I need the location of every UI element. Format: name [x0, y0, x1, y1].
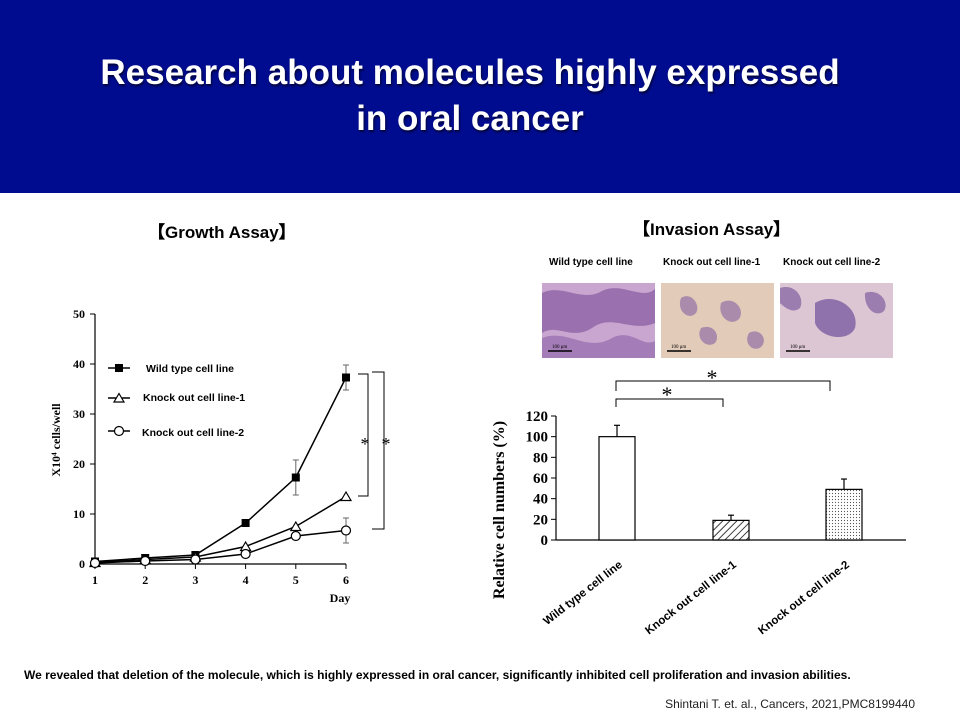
legend-item-knock-out-1: Knock out cell line-1: [108, 392, 245, 404]
photo-label-knock-out-1: Knock out cell line-1: [663, 257, 761, 268]
growth-assay-title: 【Growth Assay】: [148, 223, 296, 242]
growth-legend: Wild type cell line Knock out cell line-…: [108, 363, 245, 439]
growth-point-knock-out-2: [240, 548, 251, 560]
growth-y-tick-label: 40: [73, 357, 85, 371]
growth-x-tick-label: 1: [92, 573, 98, 587]
micrograph-knock-out-2-cells-3: [864, 291, 886, 314]
legend-item-knock-out-2: Knock out cell line-2: [108, 425, 244, 439]
growth-point-knock-out-2: [340, 525, 352, 536]
invasion-significance-star-outer: *: [707, 365, 718, 390]
invasion-bar-knock-out-2: [825, 488, 863, 541]
growth-line-knock-out-2: [94, 529, 347, 564]
growth-line-wild-type: [94, 377, 347, 563]
micrograph-knock-out-2: 100 μm: [780, 283, 893, 358]
growth-x-tick-label: 4: [243, 573, 249, 587]
micrograph-wild-type-cells-2: [542, 335, 655, 358]
invasion-y-tick-label: 0: [541, 533, 549, 549]
slide-title-line-2: in oral cancer: [356, 99, 584, 138]
legend-item-wild-type: Wild type cell line: [108, 363, 234, 375]
growth-x-tick-label: 6: [343, 573, 349, 587]
growth-line-knock-out-1: [94, 495, 347, 564]
growth-point-wild-type: [291, 473, 300, 482]
micrograph-knock-out-2-scale-label: 100 μm: [790, 345, 805, 350]
invasion-significance-brackets: * *: [615, 365, 831, 407]
legend-marker-open-triangle: [112, 392, 126, 403]
growth-y-tick-label: 30: [73, 407, 85, 421]
growth-point-wild-type: [342, 373, 350, 382]
growth-bracket-inner: [358, 373, 369, 497]
invasion-y-tick-label: 60: [533, 471, 548, 487]
invasion-y-axis: 0 20 40 60 80 100 120 Relative cell numbers (%…: [491, 409, 557, 599]
invasion-y-tick-label: 40: [533, 492, 548, 508]
micrograph-wild-type-scale-label: 100 μm: [552, 345, 567, 350]
invasion-significance-star-inner: *: [662, 382, 673, 407]
micrograph-knock-out-1: 100 μm: [661, 283, 774, 358]
invasion-bracket-inner: [615, 398, 724, 407]
growth-y-axis: 0 10 20 30 40 50 X10⁴ cells/well: [49, 307, 96, 571]
growth-y-tick-label: 20: [73, 457, 85, 471]
invasion-y-tick-label: 120: [526, 409, 549, 425]
legend-marker-filled-square: [115, 364, 123, 372]
growth-x-tick-label: 3: [192, 573, 198, 587]
growth-x-tick-label: 2: [142, 573, 148, 587]
invasion-category-label-wild-type: Wild type cell line: [541, 559, 624, 628]
growth-y-axis-label: X10⁴ cells/well: [49, 403, 63, 477]
growth-point-wild-type: [241, 519, 250, 527]
legend-label-knock-out-2: Knock out cell line-2: [142, 427, 244, 439]
invasion-y-tick-label: 100: [526, 430, 549, 446]
invasion-bar-wild-type: [598, 436, 636, 541]
invasion-assay-title: 【Invasion Assay】: [633, 220, 791, 239]
invasion-bar-knock-out-1: [712, 519, 750, 541]
title-banner: Research about molecules highly expresse…: [0, 0, 960, 193]
growth-bracket-outer: [372, 371, 385, 530]
invasion-bar-chart: 0 20 40 60 80 100 120 Relative cell numbers (%…: [491, 365, 906, 638]
legend-label-knock-out-1: Knock out cell line-1: [143, 392, 245, 404]
growth-y-tick-label: 0: [79, 557, 85, 571]
growth-point-knock-out-1: [289, 520, 302, 532]
growth-point-knock-out-2: [190, 554, 201, 565]
growth-x-tick-label: 5: [293, 573, 299, 587]
photo-label-knock-out-2: Knock out cell line-2: [783, 257, 881, 268]
growth-point-knock-out-2: [290, 530, 301, 542]
growth-x-axis: 1 2 3 4 5 6 Day: [92, 563, 351, 605]
legend-label-wild-type: Wild type cell line: [146, 363, 234, 375]
growth-point-knock-out-2: [140, 555, 151, 567]
invasion-y-tick-label: 80: [533, 450, 548, 466]
growth-significance-brackets: * *: [358, 371, 391, 530]
growth-x-axis-label: Day: [330, 591, 351, 605]
growth-significance-star-2: *: [382, 434, 391, 454]
micrograph-knock-out-1-cells-4: [747, 331, 764, 349]
invasion-y-axis-label: Relative cell numbers (%): [491, 421, 508, 599]
growth-y-tick-label: 50: [73, 307, 85, 321]
slide-title: Research about molecules highly expresse…: [40, 50, 900, 142]
micrograph-knock-out-1-cells-3: [699, 326, 718, 345]
micrograph-knock-out-1-cells-2: [720, 300, 741, 322]
conclusion-text: We revealed that deletion of the molecul…: [24, 668, 851, 682]
growth-significance-star-1: *: [361, 434, 370, 454]
micrograph-wild-type: 100 μm: [542, 283, 655, 358]
micrograph-knock-out-2-cells-2: [815, 299, 856, 338]
invasion-y-tick-label: 20: [533, 512, 548, 528]
micrograph-knock-out-2-cells-1: [780, 287, 802, 311]
citation-text: Shintani T. et. al., Cancers, 2021,PMC81…: [665, 697, 915, 711]
invasion-category-label-knock-out-1: Knock out cell line-1: [643, 559, 739, 638]
slide-title-line-1: Research about molecules highly expresse…: [100, 53, 840, 92]
growth-point-knock-out-1: [339, 490, 353, 502]
photo-label-wild-type: Wild type cell line: [549, 257, 633, 268]
legend-marker-open-circle: [113, 425, 125, 437]
micrograph-knock-out-1-cells-1: [679, 296, 698, 316]
invasion-bracket-outer: [615, 380, 831, 391]
invasion-category-label-knock-out-2: Knock out cell line-2: [756, 559, 852, 637]
growth-y-tick-label: 10: [73, 507, 85, 521]
micrograph-knock-out-1-scale-label: 100 μm: [671, 345, 686, 350]
growth-point-knock-out-2: [89, 557, 101, 569]
growth-line-chart: 0 10 20 30 40 50 X10⁴ cells/well 1 2 3 4 5 6 Day W…: [49, 307, 391, 605]
micrograph-wild-type-cells-1: [542, 288, 655, 333]
